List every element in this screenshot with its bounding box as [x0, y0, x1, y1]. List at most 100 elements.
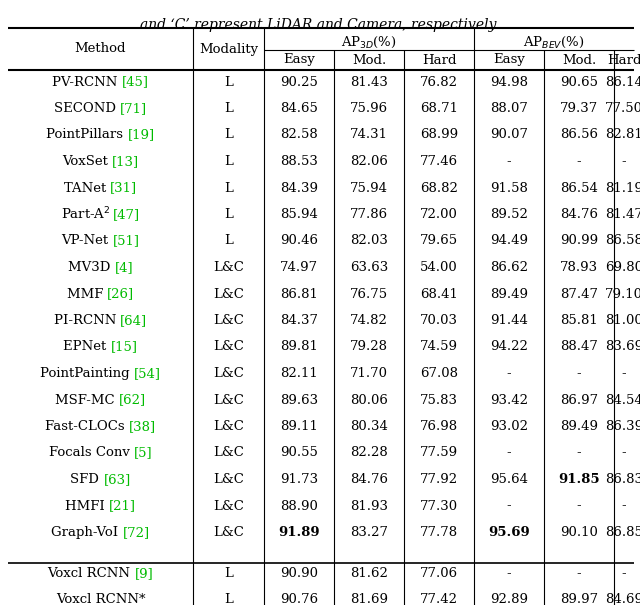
Text: 84.37: 84.37	[280, 314, 318, 327]
Text: 76.98: 76.98	[420, 420, 458, 433]
Text: 93.02: 93.02	[490, 420, 528, 433]
Text: L: L	[224, 76, 233, 88]
Text: Modality: Modality	[199, 42, 258, 56]
Text: L&C: L&C	[213, 473, 244, 486]
Text: 54.00: 54.00	[420, 261, 458, 274]
Text: 85.94: 85.94	[280, 208, 318, 221]
Text: MV3D: MV3D	[68, 261, 115, 274]
Text: -: -	[507, 155, 511, 168]
Text: 92.89: 92.89	[490, 594, 528, 605]
Text: 75.94: 75.94	[350, 182, 388, 194]
Text: L: L	[224, 182, 233, 194]
Text: 80.06: 80.06	[350, 393, 388, 407]
Text: [64]: [64]	[120, 314, 147, 327]
Text: 90.46: 90.46	[280, 235, 318, 247]
Text: 86.14: 86.14	[605, 76, 640, 88]
Text: 89.81: 89.81	[280, 341, 318, 353]
Text: L: L	[224, 594, 233, 605]
Text: Mod.: Mod.	[562, 53, 596, 67]
Text: L&C: L&C	[213, 314, 244, 327]
Text: 89.49: 89.49	[560, 420, 598, 433]
Text: 84.39: 84.39	[280, 182, 318, 194]
Text: 79.37: 79.37	[560, 102, 598, 115]
Text: 91.89: 91.89	[278, 526, 320, 539]
Text: 82.58: 82.58	[280, 128, 318, 142]
Text: 88.90: 88.90	[280, 500, 318, 512]
Text: 86.58: 86.58	[605, 235, 640, 247]
Text: 83.27: 83.27	[350, 526, 388, 539]
Text: 81.47: 81.47	[605, 208, 640, 221]
Text: Fast-CLOCs: Fast-CLOCs	[45, 420, 129, 433]
Text: 91.73: 91.73	[280, 473, 318, 486]
Text: 74.59: 74.59	[420, 341, 458, 353]
Text: L&C: L&C	[213, 261, 244, 274]
Text: 86.97: 86.97	[560, 393, 598, 407]
Text: [54]: [54]	[134, 367, 161, 380]
Text: PointPillars: PointPillars	[46, 128, 127, 142]
Text: Method: Method	[75, 42, 126, 56]
Text: [26]: [26]	[108, 287, 134, 301]
Text: 79.10: 79.10	[605, 287, 640, 301]
Text: 77.78: 77.78	[420, 526, 458, 539]
Text: 86.83: 86.83	[605, 473, 640, 486]
Text: 94.49: 94.49	[490, 235, 528, 247]
Text: 77.59: 77.59	[420, 446, 458, 460]
Text: -: -	[507, 500, 511, 512]
Text: 79.28: 79.28	[350, 341, 388, 353]
Text: 81.93: 81.93	[350, 500, 388, 512]
Text: 77.06: 77.06	[420, 567, 458, 580]
Text: AP$_{3D}$(%): AP$_{3D}$(%)	[341, 34, 397, 50]
Text: 88.53: 88.53	[280, 155, 318, 168]
Text: 81.62: 81.62	[350, 567, 388, 580]
Text: 81.19: 81.19	[605, 182, 640, 194]
Text: 86.85: 86.85	[605, 526, 640, 539]
Text: 87.47: 87.47	[560, 287, 598, 301]
Text: 89.97: 89.97	[560, 594, 598, 605]
Text: 69.80: 69.80	[605, 261, 640, 274]
Text: 76.75: 76.75	[350, 287, 388, 301]
Text: 84.54: 84.54	[605, 393, 640, 407]
Text: 77.92: 77.92	[420, 473, 458, 486]
Text: 82.81: 82.81	[605, 128, 640, 142]
Text: 89.63: 89.63	[280, 393, 318, 407]
Text: -: -	[577, 155, 581, 168]
Text: 67.08: 67.08	[420, 367, 458, 380]
Text: 86.39: 86.39	[605, 420, 640, 433]
Text: -: -	[507, 567, 511, 580]
Text: 91.58: 91.58	[490, 182, 528, 194]
Text: 90.55: 90.55	[280, 446, 318, 460]
Text: [9]: [9]	[135, 567, 154, 580]
Text: L&C: L&C	[213, 526, 244, 539]
Text: [4]: [4]	[115, 261, 133, 274]
Text: 77.30: 77.30	[420, 500, 458, 512]
Text: 68.71: 68.71	[420, 102, 458, 115]
Text: [45]: [45]	[122, 76, 149, 88]
Text: 70.03: 70.03	[420, 314, 458, 327]
Text: -: -	[621, 446, 627, 460]
Text: TANet: TANet	[64, 182, 110, 194]
Text: 90.90: 90.90	[280, 567, 318, 580]
Text: -: -	[621, 567, 627, 580]
Text: 68.41: 68.41	[420, 287, 458, 301]
Text: 80.34: 80.34	[350, 420, 388, 433]
Text: SECOND: SECOND	[54, 102, 120, 115]
Text: 77.42: 77.42	[420, 594, 458, 605]
Text: HMFI: HMFI	[65, 500, 109, 512]
Text: [71]: [71]	[120, 102, 147, 115]
Text: -: -	[507, 367, 511, 380]
Text: 77.46: 77.46	[420, 155, 458, 168]
Text: L&C: L&C	[213, 341, 244, 353]
Text: [51]: [51]	[113, 235, 140, 247]
Text: 76.82: 76.82	[420, 76, 458, 88]
Text: [62]: [62]	[119, 393, 146, 407]
Text: [38]: [38]	[129, 420, 156, 433]
Text: L: L	[224, 235, 233, 247]
Text: 85.81: 85.81	[560, 314, 598, 327]
Text: Part-A$^2$: Part-A$^2$	[61, 206, 113, 223]
Text: 82.03: 82.03	[350, 235, 388, 247]
Text: MSF-MC: MSF-MC	[55, 393, 119, 407]
Text: [72]: [72]	[123, 526, 150, 539]
Text: PV-RCNN: PV-RCNN	[52, 76, 122, 88]
Text: 84.76: 84.76	[350, 473, 388, 486]
Text: 79.65: 79.65	[420, 235, 458, 247]
